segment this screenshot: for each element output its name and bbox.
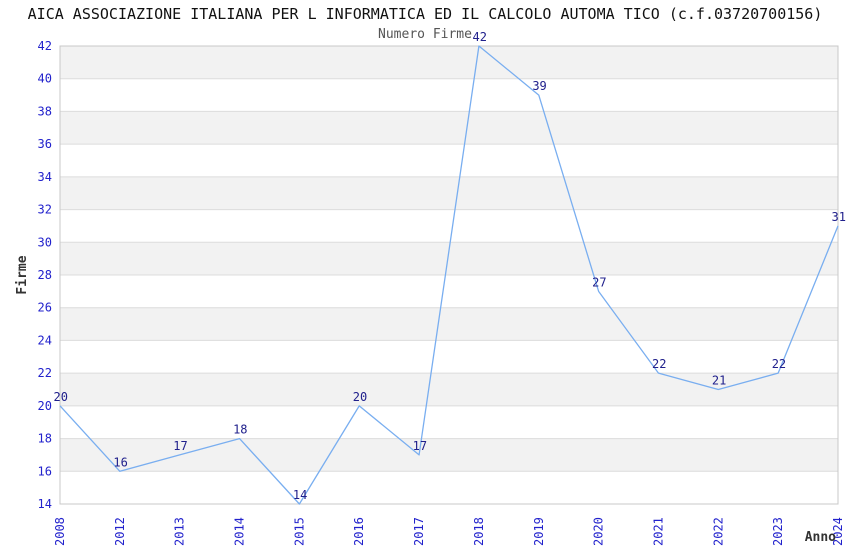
- y-tick-label: 42: [38, 39, 52, 53]
- y-tick-label: 26: [38, 301, 52, 315]
- x-tick-label: 2017: [412, 517, 426, 546]
- y-axis-title: Firme: [15, 255, 30, 294]
- y-tick-label: 36: [38, 137, 52, 151]
- plot-stripe: [60, 111, 838, 145]
- y-tick-label: 24: [38, 333, 52, 347]
- chart-title: AICA ASSOCIAZIONE ITALIANA PER L INFORMA…: [27, 5, 823, 23]
- x-tick-label: 2020: [592, 517, 606, 546]
- y-tick-label: 32: [38, 203, 52, 217]
- data-point-label: 17: [413, 439, 427, 453]
- data-point-label: 27: [592, 275, 606, 289]
- data-point-label: 31: [832, 210, 846, 224]
- data-point-label: 20: [353, 390, 367, 404]
- y-tick-label: 38: [38, 104, 52, 118]
- data-point-label: 22: [772, 357, 786, 371]
- data-point-label: 42: [472, 30, 486, 44]
- y-tick-label: 14: [38, 497, 52, 511]
- plot-stripe: [60, 438, 838, 472]
- x-tick-label: 2023: [771, 517, 785, 546]
- y-tick-label: 20: [38, 399, 52, 413]
- x-tick-label: 2021: [651, 517, 665, 546]
- plot-border: [59, 45, 839, 505]
- series-line: [59, 45, 839, 505]
- y-tick-label: 28: [38, 268, 52, 282]
- x-tick-label: 2012: [113, 517, 127, 546]
- data-point-label: 18: [233, 423, 247, 437]
- data-point-label: 39: [532, 79, 546, 93]
- y-tick-label: 34: [38, 170, 52, 184]
- y-tick-label: 40: [38, 72, 52, 86]
- x-tick-label: 2014: [233, 517, 247, 546]
- x-tick-label: 2015: [292, 517, 306, 546]
- x-tick-label: 2018: [472, 517, 486, 546]
- plot-stripe: [60, 46, 838, 79]
- data-point-label: 22: [652, 357, 666, 371]
- x-axis-title: Anno: [805, 530, 836, 545]
- plot-stripe: [60, 307, 838, 341]
- plot-stripe: [60, 373, 838, 406]
- x-tick-label: 2019: [532, 517, 546, 546]
- data-point-label: 14: [293, 488, 307, 502]
- x-tick-label: 2016: [352, 517, 366, 546]
- plot-stripe: [60, 176, 838, 210]
- y-tick-label: 22: [38, 366, 52, 380]
- x-tick-label: 2008: [53, 517, 67, 546]
- x-tick-label: 2024: [831, 517, 845, 546]
- data-point-label: 17: [173, 439, 187, 453]
- x-tick-label: 2022: [711, 517, 725, 546]
- chart-subtitle: Numero Firme: [378, 27, 472, 42]
- data-point-label: 20: [54, 390, 68, 404]
- y-tick-label: 18: [38, 432, 52, 446]
- y-tick-label: 30: [38, 235, 52, 249]
- y-tick-label: 16: [38, 464, 52, 478]
- x-tick-label: 2013: [173, 517, 187, 546]
- data-point-label: 16: [113, 455, 127, 469]
- data-point-label: 21: [712, 374, 726, 388]
